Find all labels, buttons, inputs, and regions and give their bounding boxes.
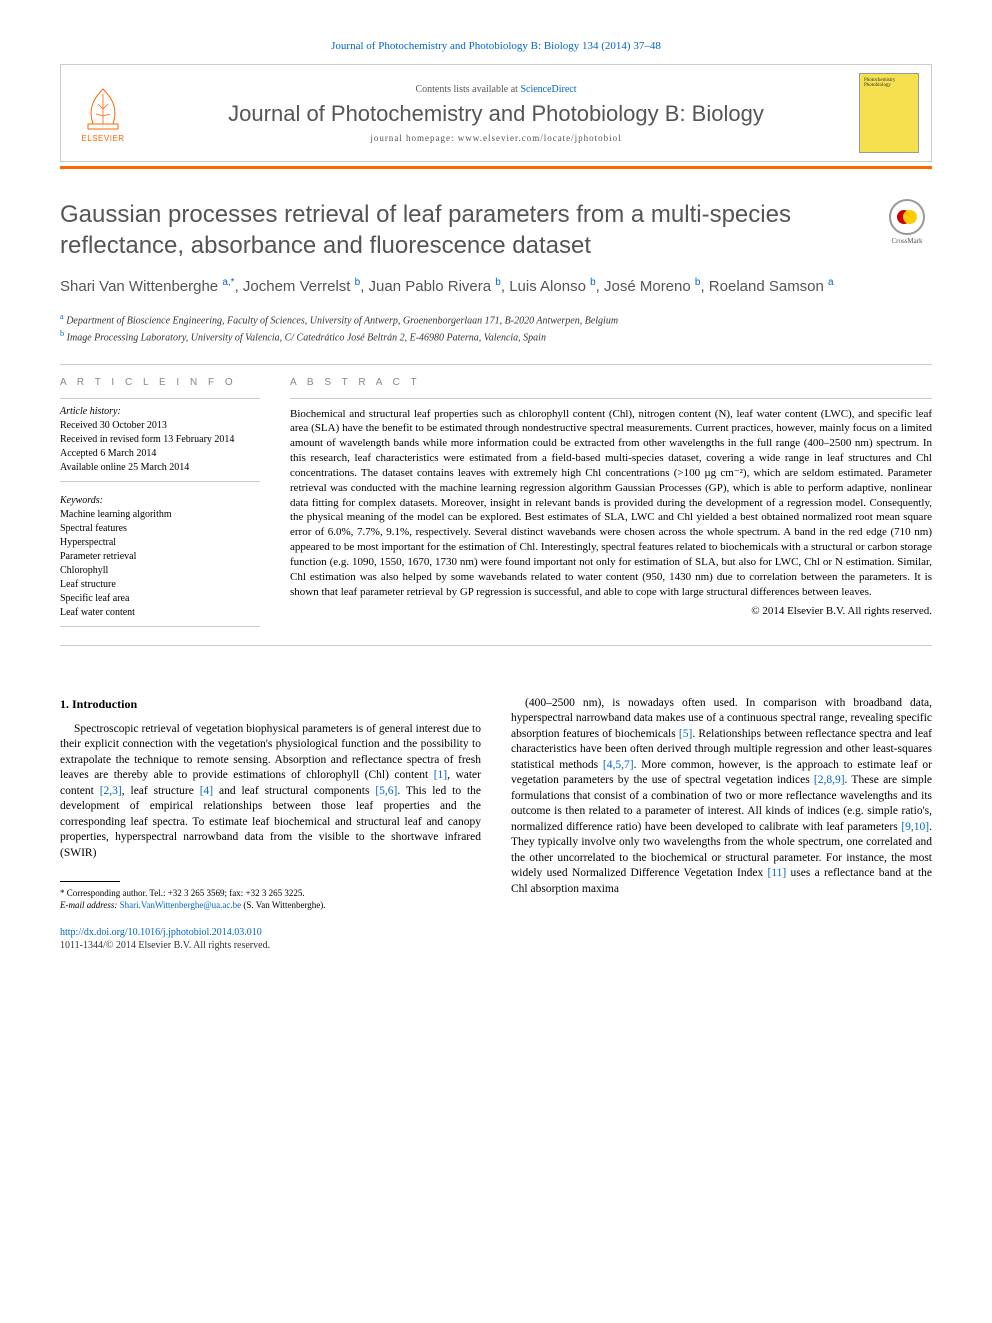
email-label: E-mail address:: [60, 900, 120, 910]
section-heading-intro: 1. Introduction: [60, 696, 481, 712]
keyword-line: Leaf water content: [60, 606, 260, 620]
keyword-line: Spectral features: [60, 522, 260, 536]
journal-name-header: Journal of Photochemistry and Photobiolo…: [145, 101, 847, 127]
body-paragraph-2: (400–2500 nm), is nowadays often used. I…: [511, 696, 932, 898]
orange-divider: [60, 166, 932, 169]
contents-line: Contents lists available at ScienceDirec…: [145, 84, 847, 95]
elsevier-logo[interactable]: ELSEVIER: [73, 78, 133, 148]
body-divider: [60, 645, 932, 646]
header-box: ELSEVIER Contents lists available at Sci…: [60, 64, 932, 162]
corresponding-author-footnote: * Corresponding author. Tel.: +32 3 265 …: [60, 888, 481, 911]
elsevier-tree-icon: [78, 84, 128, 134]
corr-email-line: E-mail address: Shari.VanWittenberghe@ua…: [60, 900, 481, 912]
abstract-text: Biochemical and structural leaf properti…: [290, 398, 932, 619]
history-label: Article history:: [60, 405, 260, 419]
history-line: Received 30 October 2013: [60, 419, 260, 433]
crossmark-icon: [889, 199, 925, 235]
keyword-line: Specific leaf area: [60, 592, 260, 606]
citation-link[interactable]: [2,8,9]: [814, 774, 845, 786]
footer-links: http://dx.doi.org/10.1016/j.jphotobiol.2…: [60, 926, 481, 953]
homepage-prefix: journal homepage:: [370, 133, 457, 143]
crossmark-badge[interactable]: CrossMark: [882, 199, 932, 249]
author-affil-sup: b: [590, 277, 596, 288]
body-column-left: 1. Introduction Spectroscopic retrieval …: [60, 696, 481, 953]
author-name[interactable]: Shari Van Wittenberghe: [60, 278, 218, 295]
history-line: Received in revised form 13 February 201…: [60, 433, 260, 447]
homepage-line: journal homepage: www.elsevier.com/locat…: [145, 133, 847, 143]
citation-link[interactable]: [5,6]: [375, 785, 397, 797]
citation-link[interactable]: [11]: [768, 867, 787, 879]
cover-thumb-title: Photochemistry Photobiology: [864, 78, 914, 88]
history-line: Available online 25 March 2014: [60, 461, 260, 475]
doi-link[interactable]: http://dx.doi.org/10.1016/j.jphotobiol.2…: [60, 926, 481, 940]
affiliation-line: a Department of Bioscience Engineering, …: [60, 311, 932, 328]
affiliation-line: b Image Processing Laboratory, Universit…: [60, 328, 932, 345]
author-name[interactable]: Roeland Samson: [709, 278, 824, 295]
citation-link[interactable]: [4]: [200, 785, 213, 797]
author-affil-sup: b: [355, 277, 361, 288]
footer-copyright: 1011-1344/© 2014 Elsevier B.V. All right…: [60, 939, 481, 953]
contents-prefix: Contents lists available at: [415, 84, 520, 95]
section-divider: [60, 364, 932, 365]
keywords-block: Keywords: Machine learning algorithmSpec…: [60, 494, 260, 627]
affil-marker: a: [60, 312, 64, 321]
keyword-line: Hyperspectral: [60, 536, 260, 550]
citation-link[interactable]: [1]: [434, 769, 447, 781]
elsevier-label: ELSEVIER: [81, 134, 124, 143]
author-list: Shari Van Wittenberghe a,*, Jochem Verre…: [60, 275, 932, 299]
email-link[interactable]: Shari.VanWittenberghe@ua.ac.be: [120, 900, 241, 910]
email-suffix: (S. Van Wittenberghe).: [241, 900, 325, 910]
history-line: Accepted 6 March 2014: [60, 447, 260, 461]
author-name[interactable]: Juan Pablo Rivera: [369, 278, 492, 295]
author-affil-sup: a: [828, 277, 834, 288]
author-affil-sup: b: [695, 277, 701, 288]
author-name[interactable]: Jochem Verrelst: [243, 278, 351, 295]
author-affil-sup: b: [495, 277, 501, 288]
article-info-column: A R T I C L E I N F O Article history: R…: [60, 377, 260, 627]
journal-cover-thumb[interactable]: Photochemistry Photobiology: [859, 73, 919, 153]
keyword-line: Parameter retrieval: [60, 550, 260, 564]
keyword-line: Leaf structure: [60, 578, 260, 592]
abstract-column: A B S T R A C T Biochemical and structur…: [290, 377, 932, 627]
keyword-line: Machine learning algorithm: [60, 508, 260, 522]
body-column-right: (400–2500 nm), is nowadays often used. I…: [511, 696, 932, 953]
footnote-separator: [60, 881, 120, 882]
article-info-heading: A R T I C L E I N F O: [60, 377, 260, 388]
body-paragraph-1: Spectroscopic retrieval of vegetation bi…: [60, 722, 481, 862]
citation-link[interactable]: [4,5,7]: [603, 759, 634, 771]
abstract-heading: A B S T R A C T: [290, 377, 932, 388]
article-title: Gaussian processes retrieval of leaf par…: [60, 199, 862, 261]
author-name[interactable]: Luis Alonso: [509, 278, 586, 295]
abstract-body: Biochemical and structural leaf properti…: [290, 408, 932, 598]
citation-link[interactable]: [5]: [679, 728, 692, 740]
homepage-url[interactable]: www.elsevier.com/locate/jphotobiol: [458, 133, 622, 143]
author-name[interactable]: José Moreno: [604, 278, 691, 295]
header-center: Contents lists available at ScienceDirec…: [145, 84, 847, 143]
affiliation-list: a Department of Bioscience Engineering, …: [60, 311, 932, 346]
article-history-block: Article history: Received 30 October 201…: [60, 398, 260, 482]
header-citation: Journal of Photochemistry and Photobiolo…: [60, 40, 932, 52]
author-affil-sup: a,*: [222, 277, 234, 288]
keywords-label: Keywords:: [60, 494, 260, 508]
affil-marker: b: [60, 329, 64, 338]
crossmark-label: CrossMark: [891, 237, 922, 245]
sciencedirect-link[interactable]: ScienceDirect: [520, 84, 576, 95]
citation-link[interactable]: [2,3]: [100, 785, 122, 797]
abstract-copyright: © 2014 Elsevier B.V. All rights reserved…: [290, 604, 932, 619]
keyword-line: Chlorophyll: [60, 564, 260, 578]
corr-author-line: * Corresponding author. Tel.: +32 3 265 …: [60, 888, 481, 900]
citation-link[interactable]: [9,10]: [901, 821, 929, 833]
